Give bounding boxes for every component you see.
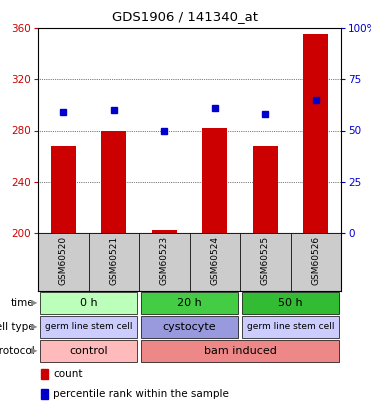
Text: GSM60520: GSM60520: [59, 236, 68, 285]
Bar: [38, 233, 89, 291]
Text: count: count: [53, 369, 83, 379]
Bar: [40, 316, 138, 338]
Bar: [242, 292, 339, 314]
Text: control: control: [69, 345, 108, 356]
Text: cell type: cell type: [0, 322, 34, 332]
Text: cystocyte: cystocyte: [163, 322, 216, 332]
Bar: [40, 292, 138, 314]
Bar: [190, 233, 240, 291]
Text: ▶: ▶: [31, 298, 37, 307]
Text: GSM60525: GSM60525: [261, 236, 270, 285]
Bar: [240, 233, 290, 291]
Text: GDS1906 / 141340_at: GDS1906 / 141340_at: [112, 10, 259, 23]
Text: ▶: ▶: [31, 322, 37, 332]
Bar: [290, 233, 341, 291]
Text: time: time: [11, 298, 34, 308]
Bar: [141, 340, 339, 362]
Bar: [202, 128, 227, 233]
Text: 20 h: 20 h: [177, 298, 202, 307]
Text: GSM60521: GSM60521: [109, 236, 118, 285]
Text: protocol: protocol: [0, 346, 34, 356]
Bar: [89, 233, 139, 291]
Text: GSM60523: GSM60523: [160, 236, 169, 285]
Text: bam induced: bam induced: [204, 345, 276, 356]
Bar: [303, 34, 328, 233]
Text: germ line stem cell: germ line stem cell: [247, 322, 334, 331]
Bar: [141, 292, 239, 314]
Bar: [50, 146, 76, 233]
Bar: [139, 233, 190, 291]
Text: 50 h: 50 h: [278, 298, 303, 307]
Bar: [152, 230, 177, 233]
Bar: [41, 369, 48, 379]
Text: GSM60526: GSM60526: [311, 236, 320, 285]
Bar: [253, 146, 278, 233]
Bar: [40, 340, 138, 362]
Text: GSM60524: GSM60524: [210, 236, 219, 285]
Bar: [101, 130, 127, 233]
Bar: [41, 388, 48, 399]
Text: ▶: ▶: [31, 347, 37, 356]
Bar: [242, 316, 339, 338]
Text: germ line stem cell: germ line stem cell: [45, 322, 132, 331]
Text: 0 h: 0 h: [80, 298, 97, 307]
Text: percentile rank within the sample: percentile rank within the sample: [53, 389, 229, 399]
Bar: [141, 316, 239, 338]
